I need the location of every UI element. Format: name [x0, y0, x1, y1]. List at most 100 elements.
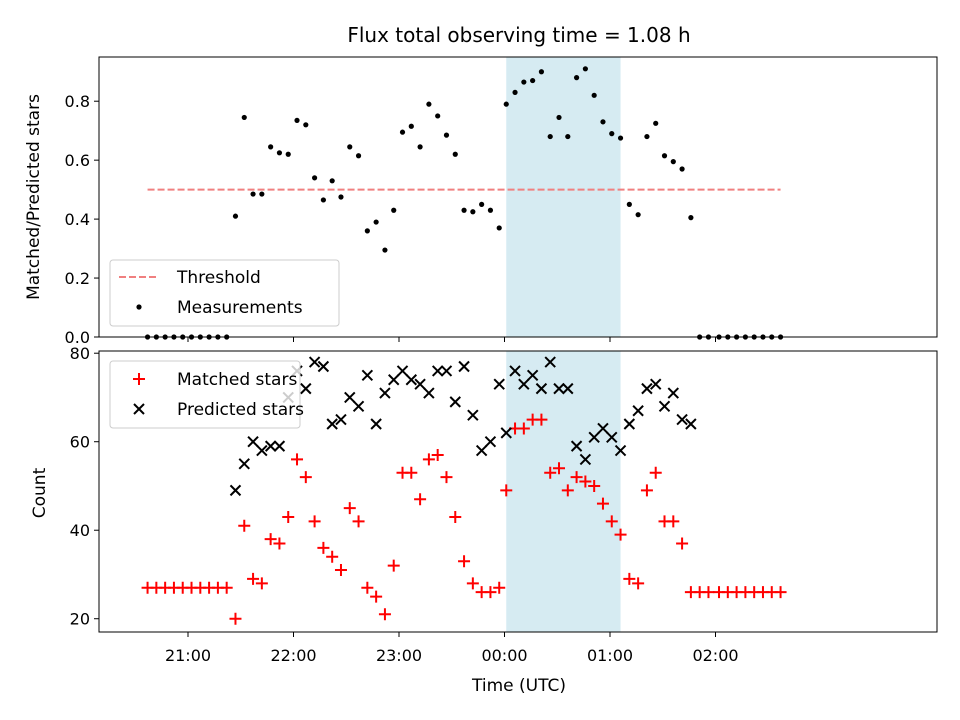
predicted-star-point: [667, 387, 680, 399]
bottom-y-axis-label: Count: [30, 467, 50, 518]
measurement-point: [329, 178, 335, 184]
predicted-star-point: [493, 378, 505, 390]
predicted-star-point: [247, 436, 259, 448]
matched-star-point: [405, 466, 418, 479]
matched-star-point: [299, 471, 312, 484]
observing-window-span-bottom: [506, 351, 621, 632]
predicted-star-point: [685, 418, 697, 430]
matched-star-point: [702, 586, 715, 599]
predicted-star-point: [379, 387, 391, 399]
measurement-point: [364, 228, 370, 234]
matched-star-point: [493, 581, 506, 594]
x-tick-label: 21:00: [165, 646, 211, 665]
matched-star-point: [334, 564, 347, 577]
predicted-star-point: [388, 374, 400, 386]
measurement-point: [530, 77, 536, 84]
matched-star-point: [449, 510, 462, 523]
matched-star-point: [317, 541, 330, 554]
matched-star-point: [517, 422, 530, 435]
matched-star-point: [422, 453, 435, 466]
predicted-star-point: [562, 382, 574, 395]
matched-star-point: [561, 484, 574, 497]
predicted-star-point: [229, 484, 242, 497]
predicted-star-point: [370, 418, 382, 430]
matched-star-point: [378, 608, 391, 621]
ratio-panel: 0.0 0.2 0.4 0.6 0.8 Matched/Predicted stars: [24, 56, 938, 347]
measurement-point: [355, 153, 362, 159]
predicted-star-point: [300, 382, 312, 395]
measurement-point: [582, 66, 588, 72]
matched-star-point: [667, 515, 680, 528]
measurement-point: [268, 144, 274, 150]
predicted-star-point: [326, 418, 338, 430]
measurement-point: [435, 113, 441, 119]
predicted-star-point: [509, 365, 521, 377]
measurement-point: [399, 129, 406, 135]
x-tick-label: 01:00: [587, 646, 633, 665]
x-tick-label: 02:00: [692, 646, 738, 665]
predicted-star-point: [352, 400, 365, 413]
y-tick-label: 0.0: [65, 328, 90, 347]
measurement-point: [241, 114, 247, 121]
measurement-point: [312, 175, 318, 181]
measurement-point: [250, 191, 256, 197]
matched-star-point: [596, 497, 609, 510]
y-tick-label: 0.2: [65, 269, 90, 288]
predicted-star-point: [335, 413, 347, 426]
legend-measurements-swatch: [136, 304, 142, 310]
top-y-axis-label: Matched/Predicted stars: [24, 94, 44, 300]
predicted-star-point: [449, 396, 461, 408]
y-tick-label: 40: [70, 521, 90, 540]
matched-star-point: [588, 479, 601, 492]
predicted-star-point: [467, 409, 479, 421]
measurement-point: [452, 151, 458, 157]
x-ticks: 21:00 22:00 23:00 00:00 01:00 02:00: [165, 632, 739, 665]
y-tick-label: 60: [70, 433, 90, 452]
predicted-star-point: [238, 458, 250, 470]
x-tick-label: 23:00: [376, 646, 422, 665]
predicted-star-point: [535, 382, 548, 395]
measurement-point: [373, 219, 379, 225]
predicted-star-point: [597, 422, 609, 435]
predicted-star-point: [361, 369, 374, 382]
measurement-point: [503, 101, 509, 107]
predicted-star-point: [317, 360, 330, 373]
measurement-point: [417, 144, 423, 150]
matched-star-point: [649, 466, 662, 479]
matched-star-point: [500, 484, 513, 497]
matched-star-point: [458, 555, 471, 568]
measurement-point: [538, 69, 545, 75]
matched-star-point: [370, 590, 383, 603]
matched-star-point: [220, 581, 233, 594]
measurement-point: [661, 153, 668, 159]
measurement-point: [426, 101, 432, 107]
predicted-star-point: [658, 400, 671, 413]
matched-star-point: [247, 572, 260, 585]
matched-star-point: [579, 475, 592, 488]
matched-star-point: [553, 462, 566, 475]
matched-star-point: [440, 471, 453, 484]
matched-star-point: [264, 533, 277, 546]
measurement-point: [391, 207, 397, 213]
measurement-point: [573, 75, 580, 81]
matched-star-point: [774, 586, 787, 599]
predicted-star-point: [526, 369, 539, 382]
matched-star-point: [632, 577, 645, 590]
predicted-star-point: [676, 413, 688, 426]
predicted-star-point: [273, 440, 286, 452]
measurement-point: [382, 247, 388, 253]
predicted-star-point: [579, 453, 592, 466]
measurement-point: [609, 131, 615, 137]
measurement-point: [408, 123, 414, 129]
legend-predicted-swatch: [133, 403, 145, 415]
measurement-point: [347, 144, 353, 150]
matched-star-point: [676, 537, 689, 550]
measurement-point: [285, 151, 291, 157]
legend-matched-label: Matched stars: [177, 370, 297, 390]
predicted-star-point: [308, 356, 321, 368]
measurement-point: [521, 79, 527, 85]
matched-star-point: [484, 586, 497, 599]
count-panel-frame: [98, 350, 938, 633]
predicted-star-point: [475, 444, 488, 457]
